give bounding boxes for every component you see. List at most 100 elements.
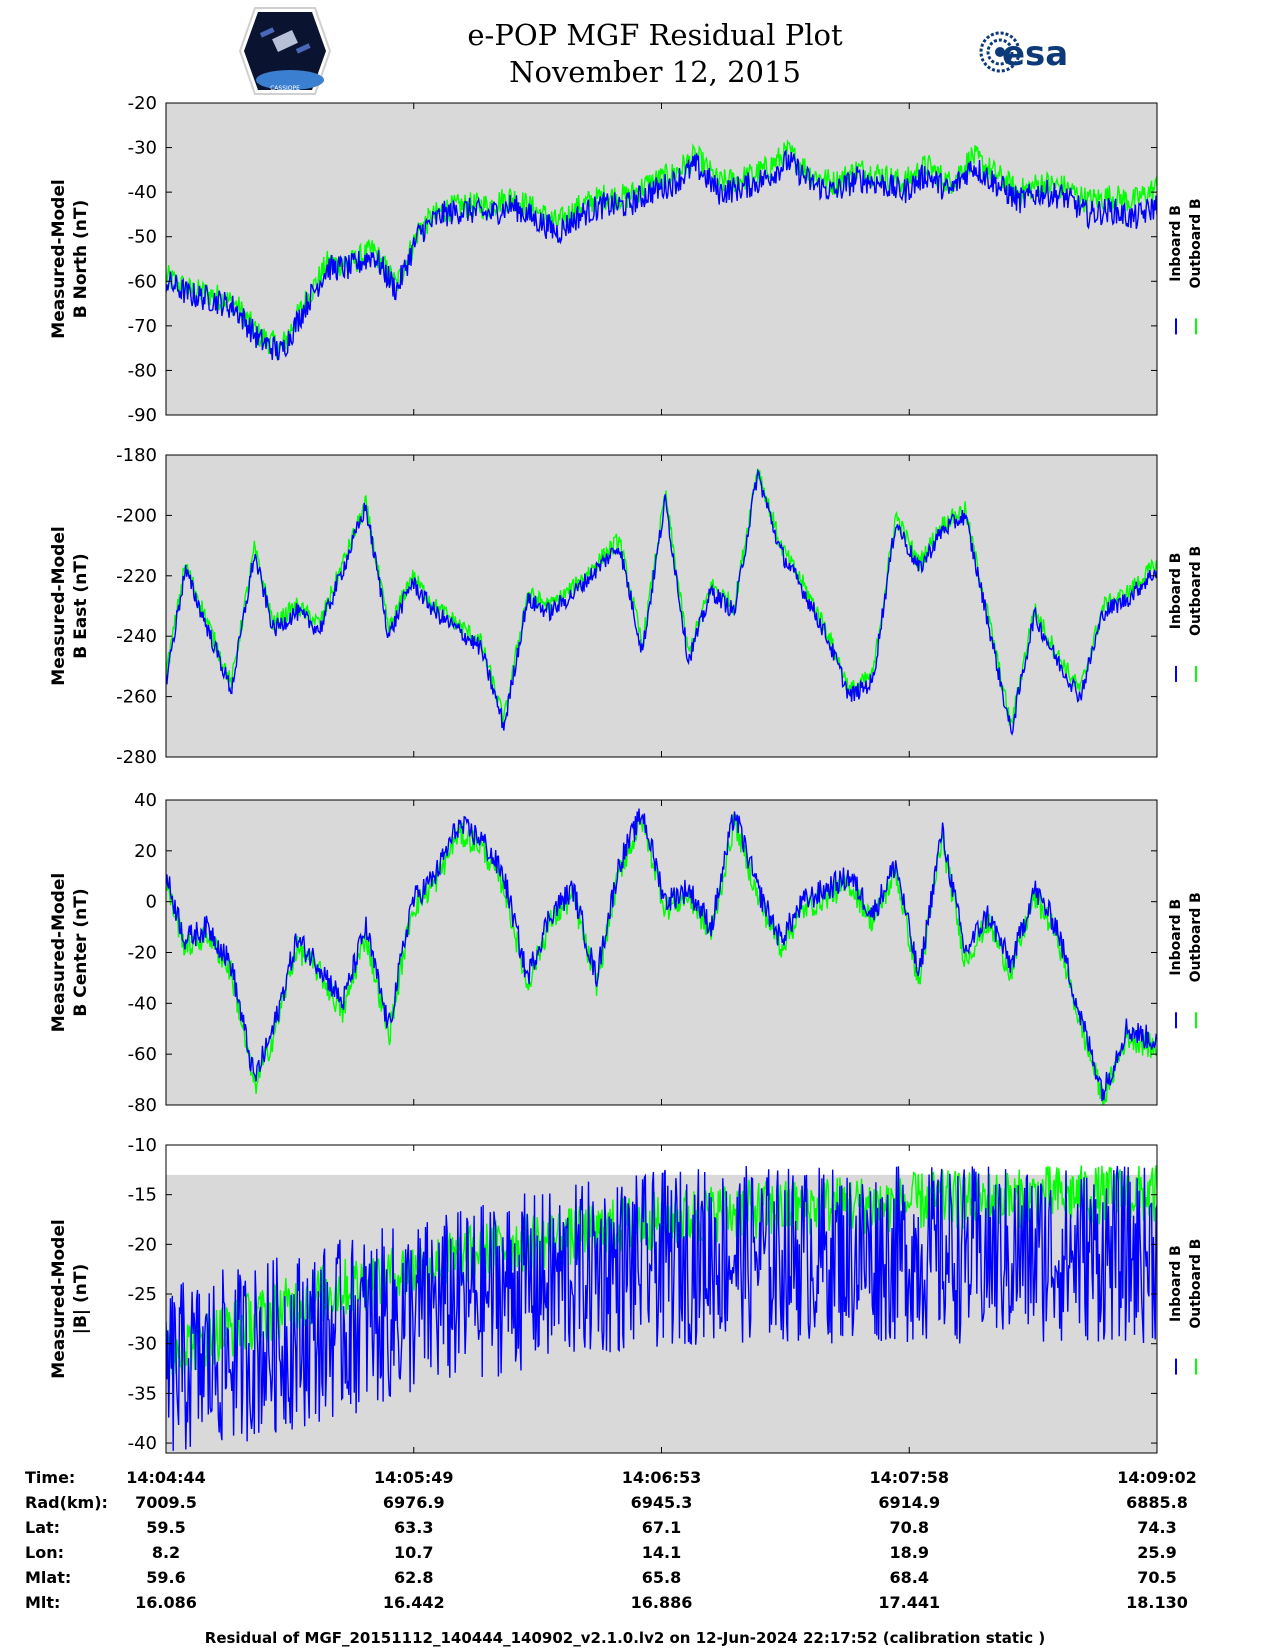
info-row-label: Mlt:	[25, 1593, 60, 1612]
orbit-info-table: Time: Rad(km): Lat: Lon: Mlat: Mlt: 14:04:44 70…	[25, 1468, 1197, 1612]
info-cell: 67.1	[642, 1518, 681, 1537]
info-cell: 18.9	[890, 1543, 929, 1562]
info-cell: 16.886	[631, 1593, 693, 1612]
y-tick-label: -240	[116, 626, 157, 647]
info-cell: 17.441	[878, 1593, 940, 1612]
y-tick-label: -20	[128, 1234, 157, 1255]
y-tick-label: -60	[128, 271, 157, 292]
info-row-label: Mlat:	[25, 1568, 71, 1587]
info-cell: 59.6	[146, 1568, 185, 1587]
y-tick-label: -40	[128, 993, 157, 1014]
info-cell: 70.8	[890, 1518, 929, 1537]
y-tick-label: -70	[128, 316, 157, 337]
esa-logo: esa	[979, 31, 1068, 74]
info-cell: 14.1	[642, 1543, 681, 1562]
info-cell: 8.2	[152, 1543, 180, 1562]
y-tick-label: -260	[116, 687, 157, 708]
y-axis-label: Measured-Model |B| (nT)	[49, 1219, 91, 1378]
x-tick-label: 14:06:53	[622, 1468, 702, 1487]
page-title: e-POP MGF Residual Plot	[467, 18, 843, 52]
legend-label-outboard: Outboard B	[1188, 546, 1204, 636]
y-tick-label: -40	[128, 182, 157, 203]
plot-background	[166, 800, 1157, 1105]
info-cell: 59.5	[146, 1518, 185, 1537]
info-cell: 18.130	[1126, 1593, 1188, 1612]
legend-label-inboard: Inboard B	[1168, 553, 1184, 630]
y-tick-label: 40	[134, 790, 157, 811]
y-tick-label: 20	[134, 841, 157, 862]
y-axis-label: Measured-Model B Center (nT)	[49, 873, 91, 1032]
info-cell: 10.7	[394, 1543, 433, 1562]
chart-panel-2: -180 -200 -220 -240 -260 -280 Measured-Model B …	[49, 445, 1204, 768]
cassiope-logo-text: CASSIOPE	[270, 85, 300, 92]
series-line-inboard	[166, 1165, 1157, 1451]
legend: Inboard B Outboard B	[1168, 1239, 1204, 1375]
info-cell: 70.5	[1137, 1568, 1176, 1587]
legend: Inboard B Outboard B	[1168, 892, 1204, 1029]
legend-label-outboard: Outboard B	[1188, 198, 1204, 288]
chart-panel-4: -10 -15 -20 -25 -30 -35 -40 Measured-Model |B| (…	[49, 1135, 1204, 1454]
chart-panel-3: 40 20 0 -20 -40 -60 -80 Measured-Model B Center …	[49, 790, 1204, 1116]
legend-label-outboard: Outboard B	[1188, 1239, 1204, 1329]
y-tick-label: -40	[128, 1433, 157, 1454]
y-tick-label: -60	[128, 1044, 157, 1065]
y-tick-label: -20	[128, 943, 157, 964]
y-axis-label: Measured-Model B North (nT)	[49, 179, 91, 338]
cassiope-logo: CASSIOPE	[238, 7, 332, 95]
y-tick-label: -180	[116, 445, 157, 466]
info-cell: 7009.5	[135, 1493, 197, 1512]
info-cell: 16.086	[135, 1593, 197, 1612]
legend: Inboard B Outboard B	[1168, 198, 1204, 335]
header: CASSIOPE e-POP MGF Residual Plot Novembe…	[238, 7, 1068, 95]
y-tick-label: -50	[128, 227, 157, 248]
info-cell: 6945.3	[631, 1493, 693, 1512]
info-cell: 74.3	[1137, 1518, 1176, 1537]
chart-panel-1: -20 -30 -40 -50 -60 -70 -80 -90 Measured-Model B …	[49, 93, 1204, 426]
series-line-inboard	[166, 808, 1157, 1102]
info-row-label: Time:	[25, 1468, 75, 1487]
page-subtitle: November 12, 2015	[509, 55, 801, 89]
esa-logo-text: esa	[1002, 34, 1068, 74]
info-cell: 6885.8	[1126, 1493, 1188, 1512]
info-row-label: Rad(km):	[25, 1493, 108, 1512]
plot-background	[166, 455, 1157, 757]
legend-label-inboard: Inboard B	[1168, 1245, 1184, 1322]
x-tick-label: 14:04:44	[126, 1468, 206, 1487]
y-tick-label: -15	[128, 1185, 157, 1206]
y-tick-label: -25	[128, 1284, 157, 1305]
y-tick-label: -30	[128, 138, 157, 159]
info-cell: 65.8	[642, 1568, 681, 1587]
x-tick-label: 14:07:58	[869, 1468, 949, 1487]
plot-background	[166, 103, 1157, 415]
info-cell: 6976.9	[383, 1493, 445, 1512]
series-line-outboard	[166, 468, 1157, 727]
footer-caption: Residual of MGF_20151112_140444_140902_v…	[205, 1629, 1045, 1647]
x-tick-label: 14:09:02	[1117, 1468, 1197, 1487]
y-tick-label: -90	[128, 405, 157, 426]
y-axis-label: Measured-Model B East (nT)	[49, 526, 91, 685]
info-cell: 68.4	[890, 1568, 929, 1587]
info-row-label: Lon:	[25, 1543, 64, 1562]
y-tick-label: -200	[116, 505, 157, 526]
info-cell: 62.8	[394, 1568, 433, 1587]
series-line-inboard	[166, 149, 1157, 361]
y-tick-label: -220	[116, 566, 157, 587]
y-tick-label: -20	[128, 93, 157, 114]
legend-label-inboard: Inboard B	[1168, 899, 1184, 976]
y-tick-label: -280	[116, 747, 157, 768]
legend: Inboard B Outboard B	[1168, 546, 1204, 682]
x-tick-label: 14:05:49	[374, 1468, 454, 1487]
series-line-inboard	[166, 468, 1157, 736]
info-cell: 6914.9	[878, 1493, 940, 1512]
y-tick-label: -30	[128, 1334, 157, 1355]
y-tick-label: -35	[128, 1383, 157, 1404]
y-tick-label: -10	[128, 1135, 157, 1156]
y-tick-label: -80	[128, 1095, 157, 1116]
y-tick-label: 0	[146, 892, 157, 913]
info-row-label: Lat:	[25, 1518, 60, 1537]
info-cell: 16.442	[383, 1593, 445, 1612]
y-tick-label: -80	[128, 360, 157, 381]
info-cell: 25.9	[1137, 1543, 1176, 1562]
legend-label-inboard: Inboard B	[1168, 205, 1184, 282]
